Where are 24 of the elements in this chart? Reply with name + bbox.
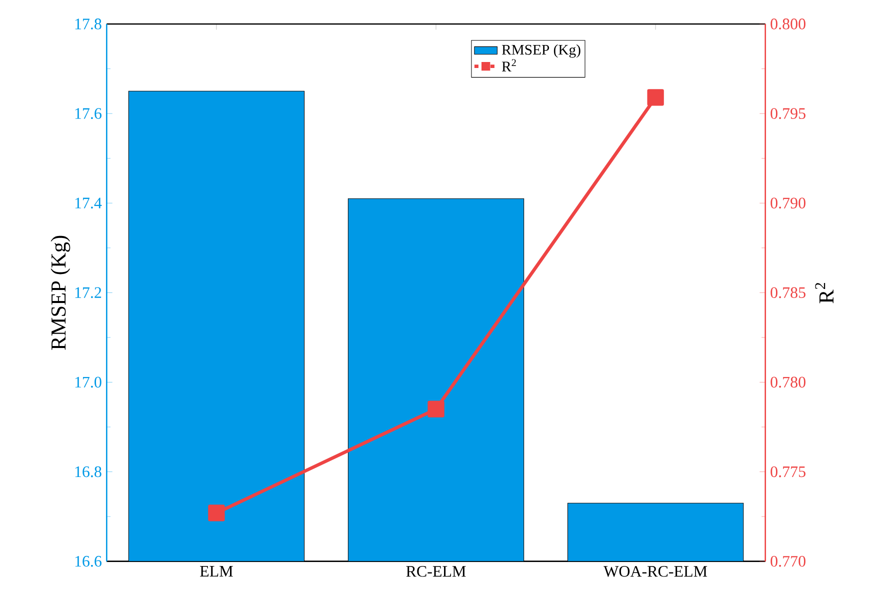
y2-tick-label: 0.790 <box>770 198 806 209</box>
point <box>208 504 225 522</box>
y-tick-label: 17.4 <box>75 198 102 209</box>
y-tick-label: 16.6 <box>75 556 102 567</box>
y-tick-label: 17.6 <box>75 108 102 119</box>
y-tick-label: 17.0 <box>75 376 102 388</box>
y-tick-label: 17.2 <box>75 287 102 298</box>
legend-label: R$^{2}$ <box>502 59 516 72</box>
legend-label: RMSEP (Kg) <box>502 44 580 58</box>
y2-tick-label: 0.775 <box>770 466 806 478</box>
y-tick-label: 16.8 <box>75 466 102 478</box>
y-tick-label: 17.8 <box>75 18 102 30</box>
y2-tick-label: 0.785 <box>770 287 806 298</box>
x-tick-label: ELM <box>200 566 233 577</box>
x-tick-label: WOA-RC-ELM <box>604 566 708 577</box>
y2-tick-label: 0.780 <box>770 376 806 388</box>
y2-tick-label: 0.770 <box>770 556 806 567</box>
point <box>428 400 444 418</box>
y2-tick-label: 0.795 <box>770 108 806 119</box>
point <box>647 89 664 106</box>
y-axis-title: RMSEP (Kg) <box>50 236 70 350</box>
y2-tick-label: 0.800 <box>770 18 806 30</box>
x-tick-label: RC-ELM <box>406 566 466 577</box>
y2-axis-title: R$^{2}$ <box>815 282 834 304</box>
